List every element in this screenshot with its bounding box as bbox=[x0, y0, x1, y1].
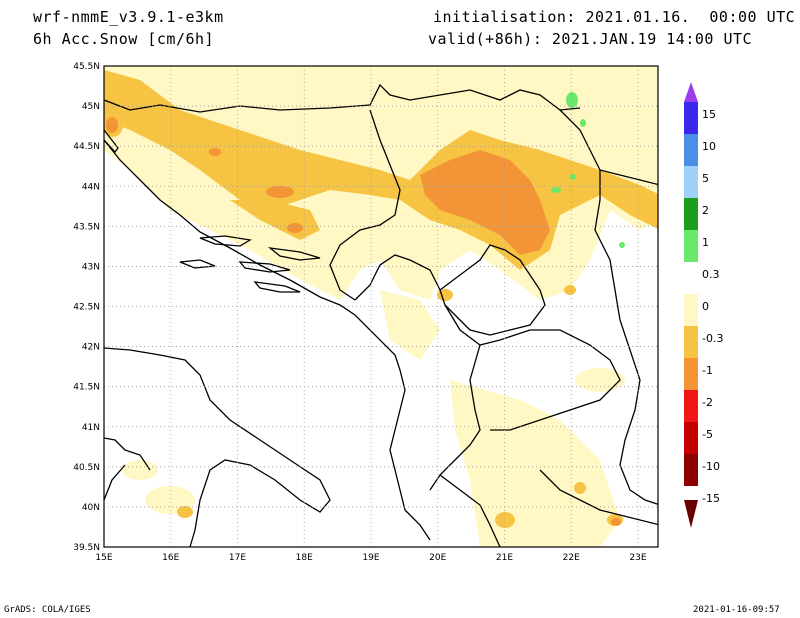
lon-label: 22E bbox=[563, 553, 580, 563]
lon-label: 17E bbox=[229, 553, 246, 563]
colorbar-box bbox=[684, 102, 698, 134]
lat-label: 43.5N bbox=[73, 222, 100, 232]
lon-label: 18E bbox=[296, 553, 313, 563]
lat-label: 44.5N bbox=[73, 142, 100, 152]
colorbar-label: -2 bbox=[702, 396, 713, 409]
lon-label: 23E bbox=[629, 553, 646, 563]
colorbar-label: 2 bbox=[702, 204, 709, 217]
colorbar-label: -5 bbox=[702, 428, 713, 441]
lat-label: 45.5N bbox=[73, 62, 100, 72]
init-time: initialisation: 2021.01.16. 00:00 UTC bbox=[433, 8, 796, 26]
lat-label: 41N bbox=[82, 423, 100, 433]
lat-label: 42N bbox=[82, 343, 100, 353]
colorbar-box bbox=[684, 294, 698, 326]
colorbar-box bbox=[684, 134, 698, 166]
lat-labels: 45.5N 45N 44.5N 44N 43.5N 43N 42.5N 42N 41.5N 41N… bbox=[73, 62, 100, 553]
footer-credit: GrADS: COLA/IGES bbox=[4, 605, 91, 615]
field-title: 6h Acc.Snow [cm/6h] bbox=[33, 30, 215, 48]
colorbar-label: 0.3 bbox=[702, 268, 720, 281]
colorbar-label: 5 bbox=[702, 172, 709, 185]
colorbar-label: 15 bbox=[702, 108, 716, 121]
lat-label: 43N bbox=[82, 262, 100, 272]
colorbar-top-arrow bbox=[684, 82, 698, 102]
colorbar: 15 10 5 2 1 0.3 0 -0.3 -1 -2 -5 -10 -15 bbox=[684, 82, 723, 528]
lat-label: 42.5N bbox=[73, 303, 100, 313]
colorbar-label: 1 bbox=[702, 236, 709, 249]
lon-label: 15E bbox=[95, 553, 112, 563]
lon-label: 16E bbox=[162, 553, 179, 563]
colorbar-label: -1 bbox=[702, 364, 713, 377]
colorbar-box bbox=[684, 326, 698, 358]
colorbar-box bbox=[684, 422, 698, 454]
grid-lines bbox=[104, 66, 658, 547]
lon-label: 20E bbox=[429, 553, 446, 563]
lat-label: 44N bbox=[82, 182, 100, 192]
lon-label: 19E bbox=[362, 553, 379, 563]
snow-field-layer bbox=[104, 66, 658, 547]
lat-label: 45N bbox=[82, 102, 100, 112]
colorbar-box bbox=[684, 166, 698, 198]
colorbar-label: -0.3 bbox=[702, 332, 723, 345]
lat-label: 40.5N bbox=[73, 463, 100, 473]
colorbar-box bbox=[684, 390, 698, 422]
borders-layer bbox=[104, 83, 658, 547]
colorbar-label: 0 bbox=[702, 300, 709, 313]
model-title: wrf-nmmE_v3.9.1-e3km bbox=[33, 8, 224, 26]
colorbar-box bbox=[684, 358, 698, 390]
footer-timestamp: 2021-01-16-09:57 bbox=[693, 605, 780, 615]
colorbar-label: -10 bbox=[702, 460, 720, 473]
colorbar-box bbox=[684, 230, 698, 262]
lat-label: 39.5N bbox=[73, 543, 100, 553]
colorbar-label: 10 bbox=[702, 140, 716, 153]
lon-labels: 15E 16E 17E 18E 19E 20E 21E 22E 23E bbox=[95, 553, 646, 563]
snow-map: 45.5N 45N 44.5N 44N 43.5N 43N 42.5N 42N 41.5N 41N… bbox=[73, 62, 723, 563]
colorbar-box bbox=[684, 454, 698, 486]
colorbar-box bbox=[684, 198, 698, 230]
lon-label: 21E bbox=[496, 553, 513, 563]
lat-label: 40N bbox=[82, 503, 100, 513]
colorbar-box bbox=[684, 262, 698, 294]
lat-label: 41.5N bbox=[73, 383, 100, 393]
colorbar-label: -15 bbox=[702, 492, 720, 505]
colorbar-bottom-arrow bbox=[684, 500, 698, 528]
valid-time: valid(+86h): 2021.JAN.19 14:00 UTC bbox=[428, 30, 753, 48]
map-frame bbox=[103, 65, 659, 548]
